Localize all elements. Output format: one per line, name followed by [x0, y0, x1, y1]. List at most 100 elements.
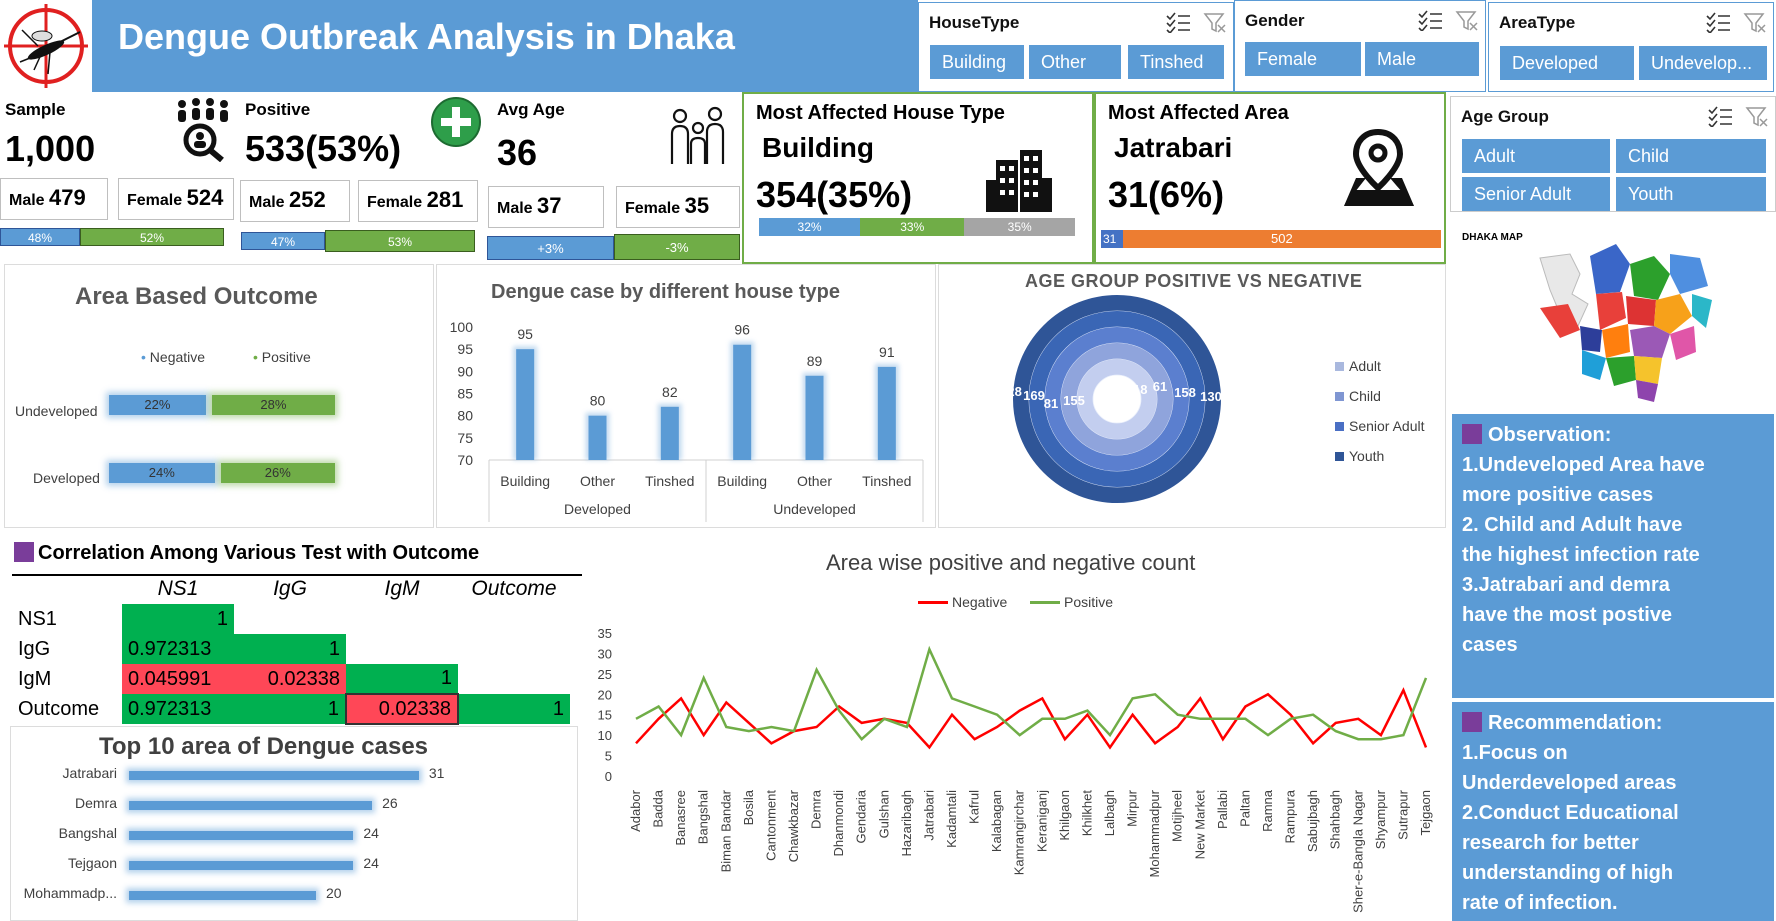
- legend-label: Negative: [149, 349, 206, 365]
- donut-value-label: 155: [1063, 393, 1085, 408]
- slicer-option-senior-adult[interactable]: Senior Adult: [1462, 177, 1610, 211]
- people-search-icon: [178, 98, 228, 162]
- multi-select-icon[interactable]: [1417, 9, 1443, 31]
- y-tick-label: 90: [457, 363, 473, 379]
- slicer-option-other[interactable]: Other: [1029, 45, 1121, 79]
- legend-swatch: [1335, 362, 1344, 371]
- correlation-title: Correlation Among Various Test with Outc…: [14, 542, 479, 565]
- group-label: Undeveloped: [773, 501, 856, 517]
- slicer-option-tinshed[interactable]: Tinshed: [1128, 45, 1224, 79]
- y-tick-label: 70: [457, 452, 473, 468]
- x-tick-label: Gulshan: [876, 790, 891, 838]
- positive-male-box: Male 252: [240, 180, 350, 222]
- legend-positive: • Positive: [253, 349, 311, 365]
- bar: [660, 406, 679, 460]
- row-header: IgG: [18, 637, 51, 660]
- x-tick-label: Tinshed: [645, 473, 694, 489]
- positive-male-bar: 47%: [241, 232, 325, 250]
- house-share-seg-2: 35%: [964, 218, 1075, 236]
- bar: [516, 349, 535, 460]
- recommendation-line: 2.Conduct Educational: [1462, 802, 1679, 824]
- most-area-name: Jatrabari: [1114, 132, 1233, 163]
- y-tick-label: 15: [598, 708, 612, 723]
- ring-edge: [1092, 374, 1142, 424]
- x-tick-label: Chawkbazar: [786, 789, 801, 862]
- avgage-male-bar: +3%: [487, 236, 614, 260]
- x-tick-label: Other: [580, 473, 615, 489]
- chart-title: AGE GROUP POSITIVE VS NEGATIVE: [1025, 271, 1363, 291]
- map-pin-icon: [1344, 128, 1414, 206]
- observation-title: Observation:: [1462, 420, 1764, 450]
- y-tick-label: 80: [457, 408, 473, 424]
- firework-icon: [14, 542, 34, 562]
- corr-cell: 0.045991: [122, 664, 234, 694]
- slicer-option-undeveloped[interactable]: Undevelop...: [1639, 46, 1767, 80]
- positive-value: 533(53%): [245, 128, 402, 169]
- legend-swatch: [1335, 452, 1344, 461]
- area-share-seg-rest: 502: [1122, 230, 1441, 248]
- clear-filter-icon[interactable]: [1455, 9, 1479, 31]
- avgage-male-box: Male 37: [488, 186, 604, 228]
- donut-hole: [1097, 379, 1137, 419]
- observation-line: 2. Child and Adult have: [1462, 514, 1683, 536]
- clear-filter-icon[interactable]: [1203, 11, 1227, 33]
- area-share-bar: 31 502: [1101, 230, 1441, 248]
- multi-select-icon[interactable]: [1707, 105, 1733, 127]
- bar-category-label: Bangshal: [58, 825, 117, 841]
- chart-title: Dengue case by different house type: [491, 281, 840, 303]
- bar-positive-1: 26%: [220, 463, 335, 483]
- multi-select-icon[interactable]: [1705, 11, 1731, 33]
- slicer-option-female[interactable]: Female: [1245, 42, 1361, 76]
- donut-value-label: 128: [1000, 384, 1022, 399]
- data-label: 82: [662, 384, 678, 400]
- data-label: 89: [807, 353, 823, 369]
- donut-ring: [1045, 327, 1189, 471]
- female-value: 281: [426, 187, 464, 212]
- most-affected-house-card: Most Affected House Type Building 354(35…: [742, 92, 1094, 264]
- legend-label: Child: [1349, 388, 1381, 404]
- bar: [733, 344, 752, 460]
- x-tick-label: Building: [717, 473, 767, 489]
- recommendation-title-text: Recommendation:: [1488, 712, 1663, 734]
- slicer-option-adult[interactable]: Adult: [1462, 139, 1610, 173]
- most-house-value: 354(35%): [756, 174, 913, 215]
- clear-filter-icon[interactable]: [1743, 11, 1767, 33]
- mosquito-target-icon: [4, 4, 88, 88]
- chart-title: Top 10 area of Dengue cases: [99, 733, 429, 760]
- firework-icon: [1462, 424, 1482, 444]
- y-tick-label: 95: [457, 341, 473, 357]
- area-wise-line-chart: Area wise positive and negative count Ne…: [590, 532, 1446, 921]
- donut-value-label: 61: [1153, 379, 1167, 394]
- slicer-option-male[interactable]: Male: [1365, 42, 1479, 76]
- female-label: Female: [625, 200, 681, 217]
- chart-title: Area wise positive and negative count: [826, 550, 1196, 575]
- male-value: 37: [537, 193, 562, 218]
- slicer-option-youth[interactable]: Youth: [1616, 177, 1766, 211]
- slicer-title: HouseType: [929, 13, 1020, 32]
- recommendation-line: understanding of high: [1462, 862, 1674, 884]
- x-tick-label: Lalbagh: [1102, 790, 1117, 836]
- slicer-title: Gender: [1245, 11, 1305, 30]
- multi-select-icon[interactable]: [1165, 11, 1191, 33]
- legend-label: Positive: [1064, 594, 1114, 610]
- firework-icon: [1462, 712, 1482, 732]
- x-tick-label: Sher-e-Bangla Nagar: [1350, 789, 1365, 913]
- legend-label: Youth: [1349, 448, 1384, 464]
- bar-category-label: Tejgaon: [67, 855, 117, 871]
- female-value: 35: [684, 193, 710, 218]
- house-type-chart: Dengue case by different house type 70 75…: [436, 264, 936, 528]
- sample-male-box: Male 479: [0, 178, 108, 220]
- slicer-option-building[interactable]: Building: [930, 45, 1024, 79]
- x-tick-label: Sabujbagh: [1305, 790, 1320, 852]
- y-tick-label: 10: [598, 728, 612, 743]
- slicer-option-developed[interactable]: Developed: [1500, 46, 1634, 80]
- most-house-name: Building: [762, 132, 874, 163]
- recommendation-line: Underdeveloped areas: [1462, 772, 1677, 794]
- y-tick-label: 20: [598, 687, 612, 702]
- clear-filter-icon[interactable]: [1745, 105, 1769, 127]
- bar: [805, 375, 824, 460]
- slicer-title: AreaType: [1499, 13, 1576, 32]
- male-value: 252: [289, 187, 326, 212]
- slicer-option-child[interactable]: Child: [1616, 139, 1766, 173]
